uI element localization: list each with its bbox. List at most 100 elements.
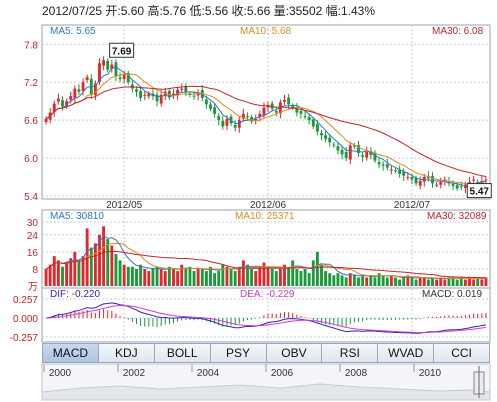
tab-obv[interactable]: OBV — [266, 343, 323, 363]
volume-bar — [172, 268, 175, 286]
volume-bar — [246, 264, 249, 286]
volume-bar — [155, 266, 159, 286]
volume-bar — [151, 268, 155, 286]
candle-body — [365, 151, 369, 158]
volume-bar — [320, 264, 323, 286]
volume-bar — [307, 273, 311, 286]
candle-body — [291, 105, 295, 108]
tab-wvad[interactable]: WVAD — [378, 343, 435, 363]
volume-bar — [52, 256, 56, 286]
volume-bar — [167, 266, 171, 286]
volume-bar — [480, 279, 484, 286]
header-change: 1.43% — [341, 4, 375, 18]
price-ma10-label: MA10: 5.68 — [240, 26, 292, 37]
candle-body — [114, 62, 118, 76]
volume-bar — [344, 277, 348, 286]
volume-bar — [102, 226, 106, 286]
volume-bar — [73, 251, 77, 286]
volume-bar — [270, 268, 274, 286]
candle-body — [439, 182, 443, 185]
volume-bar — [44, 268, 48, 286]
candle-body — [217, 116, 221, 121]
volume-bar — [98, 234, 101, 286]
tab-rsi[interactable]: RSI — [322, 343, 379, 363]
candle-body — [246, 116, 249, 118]
candle-body — [435, 184, 439, 186]
candle-body — [221, 120, 225, 127]
volume-ytick-label: 30 — [27, 218, 39, 229]
timeline-sparkline — [41, 383, 491, 401]
volume-bar — [402, 277, 406, 286]
candle-body — [426, 176, 430, 179]
volume-bar — [196, 268, 200, 286]
candle-body — [233, 124, 237, 128]
price-ytick-label: 7.2 — [24, 78, 38, 89]
price-ma10-line — [45, 73, 486, 185]
volume-bar — [410, 277, 414, 286]
tab-boll[interactable]: BOLL — [154, 343, 211, 363]
candle-body — [200, 90, 204, 99]
candle-body — [402, 171, 406, 176]
candle-body — [398, 169, 402, 174]
volume-bar — [81, 256, 85, 286]
volume-ma10-label: MA10: 25371 — [235, 211, 295, 222]
volume-bar — [414, 279, 418, 286]
volume-bar — [77, 260, 81, 286]
candle-body — [167, 90, 171, 98]
volume-bar — [48, 264, 52, 286]
volume-bar — [455, 279, 459, 286]
volume-bar — [56, 260, 60, 286]
candle-body — [451, 184, 455, 186]
volume-bar — [89, 247, 93, 286]
volume-bar — [180, 264, 184, 286]
candle-body — [406, 177, 410, 179]
candle-body — [311, 119, 315, 127]
candle-body — [295, 107, 299, 113]
candle-body — [385, 164, 389, 168]
candle-body — [278, 102, 282, 114]
timeline-year-label: 2000 — [49, 368, 72, 379]
volume-bar — [258, 266, 262, 286]
volume-ma10-line — [45, 242, 486, 280]
volume-bar — [394, 277, 397, 286]
tab-cci[interactable]: CCI — [434, 343, 490, 363]
candle-body — [336, 146, 340, 151]
tab-kdj[interactable]: KDJ — [98, 343, 155, 363]
volume-bar — [385, 277, 389, 286]
candle-body — [394, 170, 397, 172]
volume-bar — [348, 273, 352, 286]
volume-bar — [459, 277, 463, 286]
volume-bar — [476, 277, 480, 286]
volume-bar — [233, 271, 237, 286]
header-open: 5.60 — [121, 4, 145, 18]
tab-macd[interactable]: MACD — [42, 343, 99, 363]
candle-body — [455, 185, 459, 189]
price-ytick-label: 5.4 — [24, 192, 38, 203]
volume-bar — [472, 279, 476, 286]
candle-body — [274, 111, 278, 113]
volume-ytick-label: 16 — [27, 248, 39, 259]
volume-ytick-label: 万 — [28, 282, 38, 293]
volume-bar — [266, 266, 270, 286]
volume-bar — [328, 273, 332, 286]
candle-body — [155, 94, 159, 102]
candle-body — [225, 118, 229, 126]
volume-bar — [352, 275, 356, 286]
volume-bar — [332, 275, 336, 286]
candle-body — [299, 111, 303, 114]
candle-body — [44, 118, 48, 123]
candle-body — [102, 60, 106, 66]
volume-bar — [315, 251, 319, 286]
volume-bar — [443, 279, 447, 286]
candle-body — [476, 181, 480, 184]
volume-bar — [451, 277, 455, 286]
volume-bar — [93, 243, 97, 286]
tab-psy[interactable]: PSY — [210, 343, 267, 363]
candle-body — [373, 152, 377, 161]
candle-body — [139, 90, 143, 99]
candle-body — [381, 164, 385, 166]
volume-bar — [373, 277, 377, 286]
candle-body — [176, 89, 180, 96]
candle-body — [192, 95, 196, 97]
price-annotation-box — [466, 183, 492, 199]
